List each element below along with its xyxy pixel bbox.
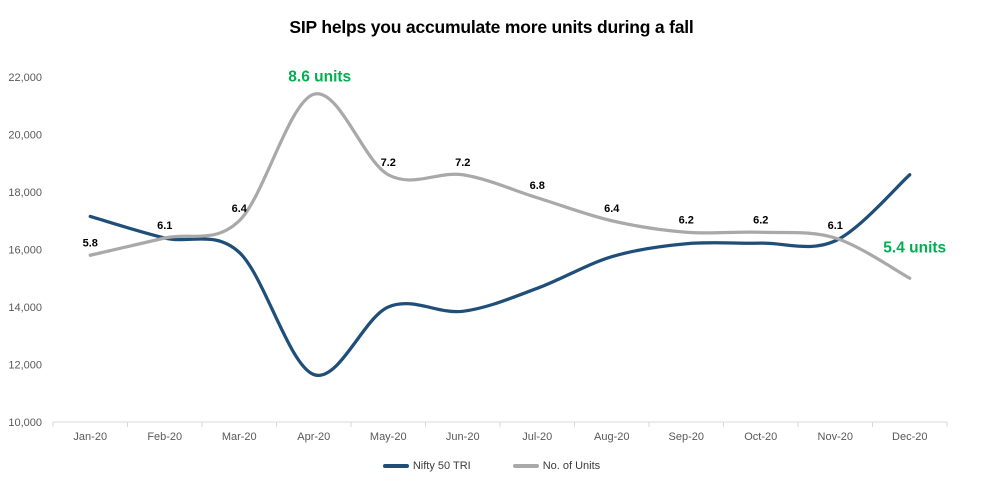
x-axis-label: Dec-20 <box>892 431 927 443</box>
series-line-no-of-units <box>88 92 912 280</box>
legend-line-swatch-units <box>512 464 539 468</box>
x-axis-label: Jun-20 <box>446 431 480 443</box>
y-axis-label: 22,000 <box>8 72 42 84</box>
x-axis-label: Jul-20 <box>522 431 552 443</box>
x-axis-label: Mar-20 <box>222 431 257 443</box>
data-label: 7.2 <box>381 157 396 169</box>
y-axis-label: 10,000 <box>8 417 42 429</box>
data-label: 6.2 <box>679 214 694 226</box>
data-label: 6.4 <box>232 203 248 215</box>
y-axis-label: 20,000 <box>8 130 42 142</box>
y-axis-label: 14,000 <box>8 302 42 314</box>
x-axis-label: Oct-20 <box>744 431 777 443</box>
y-axis-label: 18,000 <box>8 187 42 199</box>
data-label: 6.2 <box>753 214 768 226</box>
x-axis-label: Sep-20 <box>669 431 704 443</box>
x-axis-label: Jan-20 <box>73 431 107 443</box>
series-line-nifty-50-tri <box>88 173 912 377</box>
legend-item-no-of-units: No. of Units <box>512 460 601 472</box>
data-label: 6.1 <box>157 220 172 232</box>
data-label: 5.8 <box>83 237 98 249</box>
legend-label-nifty: Nifty 50 TRI <box>412 460 471 472</box>
y-axis-label: 16,000 <box>8 245 42 257</box>
legend-line-swatch-nifty <box>382 464 409 468</box>
chart-title: SIP helps you accumulate more units duri… <box>289 17 694 37</box>
x-axis-label: Feb-20 <box>147 431 182 443</box>
legend: Nifty 50 TRI No. of Units <box>0 460 983 472</box>
data-label: 7.2 <box>455 157 470 169</box>
x-axis-label: Aug-20 <box>594 431 629 443</box>
annotation-5-4-units: 5.4 units <box>883 239 946 256</box>
data-label: 6.1 <box>828 220 843 232</box>
annotation-8-6-units: 8.6 units <box>288 68 351 85</box>
legend-label-units: No. of Units <box>542 460 601 472</box>
y-axis-label: 12,000 <box>8 360 42 372</box>
x-axis-label: Apr-20 <box>297 431 330 443</box>
data-label: 6.8 <box>530 180 545 192</box>
legend-item-nifty-50-tri: Nifty 50 TRI <box>382 460 471 472</box>
x-axis-label: May-20 <box>370 431 407 443</box>
data-label: 6.4 <box>604 203 620 215</box>
x-axis-label: Nov-20 <box>818 431 853 443</box>
